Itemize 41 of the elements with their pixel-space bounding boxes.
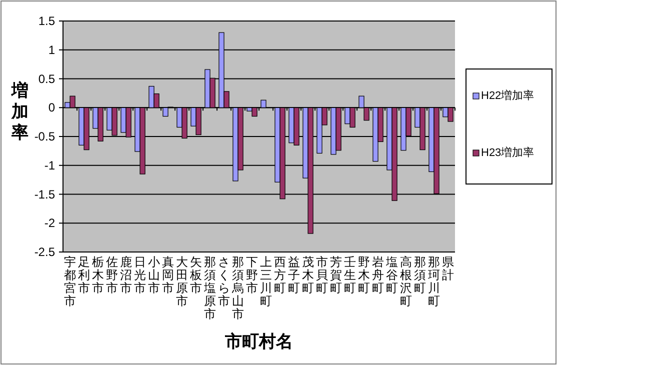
x-tick-label: 佐野市 (106, 255, 118, 295)
x-tick-label: 那須烏山市 (231, 255, 244, 321)
x-axis-title: 市町村名 (224, 332, 293, 351)
y-tick-label: 1.5 (38, 14, 56, 28)
x-tick-label: さくら市 (218, 255, 230, 308)
y-tick-label: 0.5 (38, 72, 56, 86)
x-tick-label: 小山市 (148, 255, 160, 295)
x-tick-label: 野木町 (358, 255, 370, 295)
y-tick-label: 0 (48, 100, 56, 115)
x-tick-label: 宇都宮市 (64, 255, 76, 308)
legend-label: H23増加率 (481, 146, 534, 159)
x-tick-label: 那須塩原市 (203, 255, 216, 321)
y-tick-label: 1 (48, 42, 56, 57)
x-tick-label: 大田原市 (176, 255, 188, 308)
x-tick-label: 高根沢町 (400, 255, 412, 308)
y-tick-label: -2 (44, 216, 56, 230)
x-tick-label: 日光市 (134, 255, 146, 295)
x-tick-label: 壬生町 (344, 255, 356, 295)
x-tick-label: 栃木市 (92, 255, 104, 295)
y-tick-label: -2.5 (34, 245, 56, 259)
x-tick-label: 鹿沼市 (120, 255, 132, 295)
legend-label: H22増加率 (481, 89, 534, 102)
x-tick-label: 那須町 (414, 255, 426, 295)
x-tick-label: 益子町 (288, 255, 300, 295)
x-tick-label: 塩谷町 (385, 255, 398, 295)
x-tick-label: 芳賀町 (330, 255, 342, 295)
y-axis-title: 増加率 (10, 80, 28, 142)
x-tick-label: 西方町 (274, 255, 286, 295)
x-tick-label: 足利市 (78, 255, 90, 295)
x-tick-label: 下野市 (246, 255, 258, 295)
x-tick-label: 岩舟町 (372, 255, 384, 295)
y-tick-label: -0.5 (34, 130, 56, 144)
x-tick-label: 上三川町 (260, 255, 272, 308)
x-tick-label: 那珂川町 (428, 255, 440, 308)
x-tick-label: 市貝町 (316, 255, 328, 295)
x-tick-label: 県計 (442, 255, 454, 282)
x-tick-label: 真岡市 (162, 255, 174, 295)
y-tick-label: -1.5 (34, 187, 56, 202)
x-tick-label: 茂木町 (302, 255, 314, 295)
x-tick-label: 矢板市 (189, 255, 202, 295)
y-tick-label: -1 (44, 158, 56, 172)
